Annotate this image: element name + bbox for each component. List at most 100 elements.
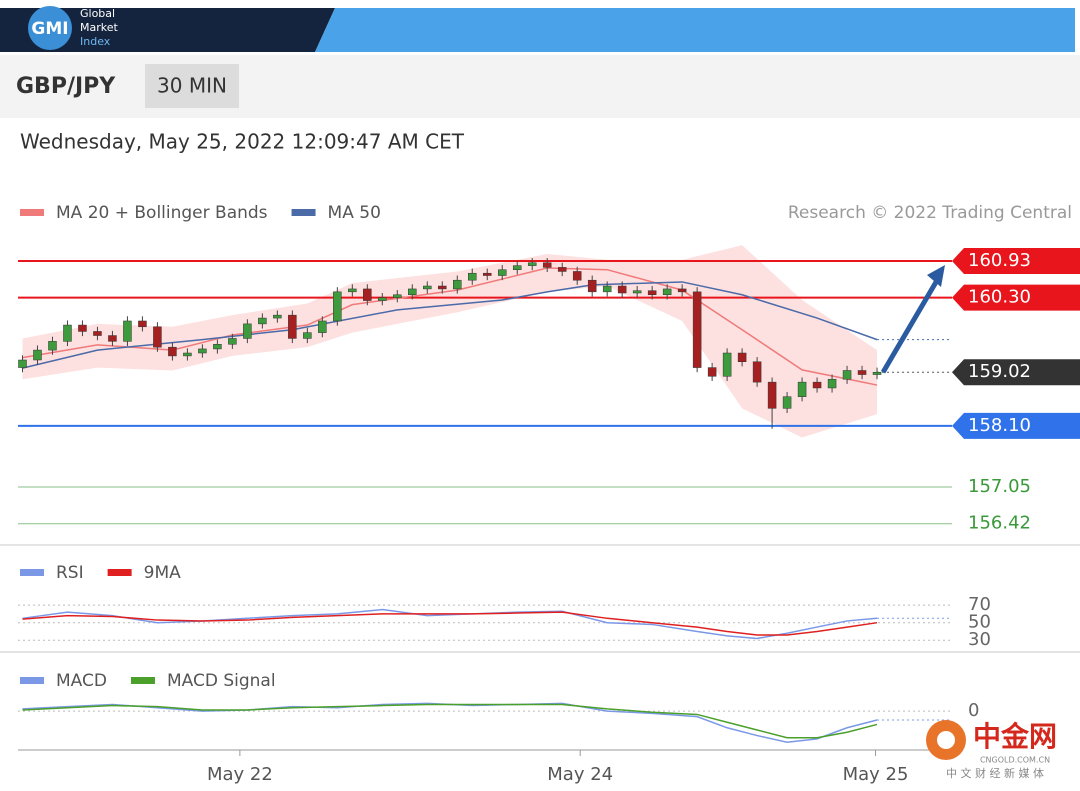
candle-body bbox=[183, 352, 192, 357]
candle-body bbox=[213, 344, 222, 350]
candle-body bbox=[198, 348, 207, 354]
x-tick-label: May 22 bbox=[207, 764, 273, 785]
candle-body bbox=[752, 361, 762, 383]
legend-swatch bbox=[291, 209, 316, 216]
level-box bbox=[952, 359, 1080, 386]
brand: Market bbox=[80, 21, 118, 34]
candle-body bbox=[587, 279, 597, 293]
timestamp: Wednesday, May 25, 2022 12:09:47 AM CET bbox=[20, 130, 465, 154]
series-line bbox=[22, 611, 878, 636]
brand: Global bbox=[80, 7, 115, 20]
candle-body bbox=[288, 314, 297, 339]
interval: 30 MIN bbox=[157, 74, 227, 98]
candle-body bbox=[363, 288, 372, 301]
y-tick-label: 30 bbox=[968, 629, 991, 650]
legend-swatch bbox=[20, 209, 44, 216]
watermark-logo bbox=[937, 731, 955, 749]
credit: Research © 2022 Trading Central bbox=[788, 203, 1072, 223]
candle-body bbox=[692, 291, 702, 368]
candle-body bbox=[827, 378, 837, 389]
candle-body bbox=[572, 271, 582, 281]
header-light bbox=[315, 8, 1075, 52]
candle-body bbox=[542, 262, 552, 268]
candle-body bbox=[647, 290, 657, 296]
y-tick-label: 70 bbox=[968, 594, 991, 615]
watermark-name: 中金网 bbox=[973, 720, 1057, 753]
x-tick-label: May 25 bbox=[843, 764, 909, 785]
candle-body bbox=[423, 285, 432, 290]
candle-body bbox=[273, 314, 282, 319]
forecast-arrow bbox=[880, 275, 942, 374]
series-line bbox=[22, 281, 878, 369]
candle-body bbox=[512, 265, 522, 270]
candle-body bbox=[482, 272, 492, 276]
candle-body bbox=[258, 317, 267, 325]
candle-body bbox=[438, 285, 447, 290]
x-tick-label: May 24 bbox=[547, 764, 613, 785]
candle-body bbox=[93, 331, 102, 336]
candle-body bbox=[782, 396, 792, 409]
candle-body bbox=[318, 320, 327, 333]
candle-body bbox=[408, 288, 417, 296]
level-label: 158.10 bbox=[968, 415, 1031, 436]
candle-body bbox=[842, 370, 852, 380]
candle-body bbox=[872, 371, 882, 375]
candle-body bbox=[497, 269, 507, 276]
y-tick-label: 0 bbox=[968, 700, 979, 721]
level-label: 157.05 bbox=[968, 476, 1031, 497]
legend-label: MA 50 bbox=[328, 203, 381, 223]
candle-body bbox=[677, 288, 687, 293]
candle-body bbox=[617, 285, 627, 294]
logo-circle bbox=[28, 6, 72, 50]
candle-body bbox=[453, 279, 462, 290]
candle-body bbox=[632, 290, 642, 294]
candle-body bbox=[243, 323, 252, 339]
candle-body bbox=[108, 335, 117, 342]
candle-body bbox=[797, 381, 807, 397]
legend-swatch bbox=[107, 569, 132, 576]
level-box bbox=[952, 412, 1080, 439]
candle-body bbox=[767, 381, 777, 409]
candle-body bbox=[737, 352, 747, 362]
header-dark bbox=[0, 8, 335, 52]
candle-body bbox=[393, 294, 402, 298]
candle-body bbox=[168, 346, 177, 357]
candle-body bbox=[662, 288, 672, 296]
watermark-tagline: 中 文 财 经 新 媒 体 bbox=[946, 766, 1044, 780]
candle-body bbox=[123, 320, 132, 342]
candle-body bbox=[18, 359, 27, 368]
candle-body bbox=[722, 352, 732, 377]
level-label: 160.30 bbox=[968, 287, 1031, 308]
y-tick-label: 50 bbox=[968, 612, 991, 633]
legend-label: RSI bbox=[56, 563, 84, 583]
symbol: GBP/JPY bbox=[16, 74, 116, 99]
forecast-arrowhead bbox=[927, 264, 945, 287]
legend-label: MA 20 + Bollinger Bands bbox=[56, 203, 268, 223]
candle-body bbox=[812, 381, 822, 389]
candle-body bbox=[153, 326, 162, 348]
candle-body bbox=[707, 367, 717, 377]
level-label: 159.02 bbox=[968, 361, 1031, 382]
candle-body bbox=[857, 370, 867, 375]
candle-body bbox=[33, 349, 42, 361]
candle-body bbox=[557, 267, 567, 272]
candle-body bbox=[303, 332, 312, 339]
level-box bbox=[952, 284, 1080, 311]
legend-swatch bbox=[130, 677, 155, 684]
candle-body bbox=[138, 320, 147, 328]
legend-label: MACD bbox=[56, 671, 107, 691]
brand: Index bbox=[80, 35, 111, 48]
candle-body bbox=[602, 285, 612, 293]
level-label: 160.93 bbox=[968, 250, 1031, 271]
logo: GMI bbox=[31, 19, 68, 39]
candle-body bbox=[348, 288, 357, 293]
candle-body bbox=[378, 297, 387, 301]
legend-swatch bbox=[20, 677, 44, 684]
watermark: 中金网 CNGOLD.COM.CN 中 文 财 经 新 媒 体 bbox=[926, 720, 1057, 780]
candle-body bbox=[63, 324, 72, 342]
legend-label: MACD Signal bbox=[167, 671, 276, 691]
candle-body bbox=[333, 291, 342, 322]
candle-body bbox=[527, 262, 537, 266]
